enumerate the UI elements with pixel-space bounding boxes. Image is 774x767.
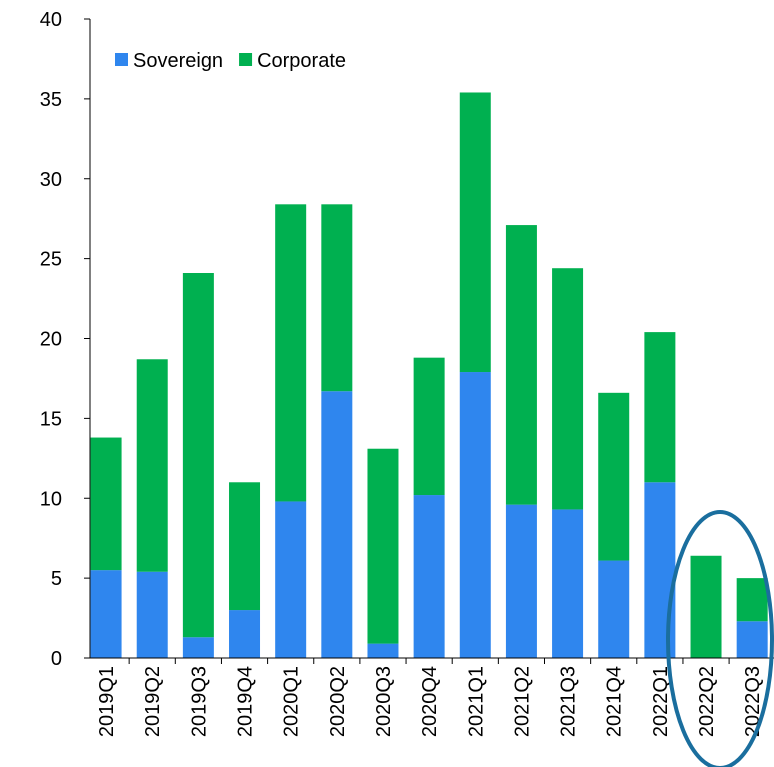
x-tick-label: 2019Q1 bbox=[96, 666, 118, 737]
bar-segment bbox=[136, 571, 168, 658]
y-tick-label: 30 bbox=[40, 169, 62, 191]
y-tick-label: 5 bbox=[51, 568, 62, 590]
legend-swatch bbox=[239, 53, 253, 66]
bar-segment bbox=[136, 359, 168, 572]
bar-segment bbox=[413, 357, 445, 496]
bar-segment bbox=[413, 495, 445, 658]
y-tick-label: 25 bbox=[40, 249, 62, 271]
bar-segment bbox=[90, 570, 122, 658]
x-tick-label: 2021Q2 bbox=[511, 666, 533, 737]
x-tick-label: 2022Q1 bbox=[650, 666, 672, 737]
bar-segment bbox=[552, 268, 584, 510]
bar-segment bbox=[690, 555, 722, 658]
x-tick-label: 2019Q4 bbox=[235, 666, 257, 737]
bar-segment bbox=[275, 501, 307, 658]
bar-segment bbox=[367, 643, 399, 658]
bar-segment bbox=[90, 437, 122, 571]
legend-label: Corporate bbox=[257, 50, 346, 72]
bar-segment bbox=[505, 504, 537, 658]
bar-segment bbox=[321, 391, 353, 658]
bar-segment bbox=[598, 560, 630, 658]
highlight-circle bbox=[666, 510, 774, 767]
x-tick-label: 2020Q1 bbox=[281, 666, 303, 737]
x-tick-label: 2021Q1 bbox=[465, 666, 487, 737]
bar-segment bbox=[459, 92, 491, 373]
x-tick-label: 2020Q3 bbox=[373, 666, 395, 737]
x-tick-label: 2019Q2 bbox=[142, 666, 164, 737]
x-tick-label: 2021Q4 bbox=[604, 666, 626, 737]
bar-segment bbox=[736, 621, 768, 658]
bar-segment bbox=[644, 332, 676, 483]
bar-segment bbox=[552, 509, 584, 658]
y-tick-label: 10 bbox=[40, 488, 62, 510]
bar-segment bbox=[367, 448, 399, 644]
y-tick-label: 15 bbox=[40, 408, 62, 430]
bar-segment bbox=[598, 392, 630, 561]
bar-segment bbox=[736, 578, 768, 622]
bar-segment bbox=[182, 637, 214, 658]
bar-segment bbox=[229, 610, 261, 658]
x-tick-label: 2021Q3 bbox=[558, 666, 580, 737]
legend-swatch bbox=[115, 53, 128, 66]
x-tick-label: 2020Q2 bbox=[327, 666, 349, 737]
bar-segment bbox=[505, 225, 537, 505]
legend-label: Sovereign bbox=[133, 50, 223, 72]
x-tick-label: 2020Q4 bbox=[419, 666, 441, 737]
bar-segment bbox=[321, 204, 353, 392]
bar-segment bbox=[229, 482, 261, 611]
y-tick-label: 0 bbox=[51, 648, 62, 670]
y-tick-label: 35 bbox=[40, 89, 62, 111]
x-tick-label: 2022Q2 bbox=[696, 666, 718, 737]
bar-segment bbox=[459, 372, 491, 658]
bar-segment bbox=[275, 204, 307, 502]
y-tick-label: 20 bbox=[40, 329, 62, 351]
x-tick-label: 2019Q3 bbox=[188, 666, 210, 737]
y-tick-label: 40 bbox=[40, 9, 62, 31]
x-tick-label: 2022Q3 bbox=[742, 666, 764, 737]
bar-segment bbox=[182, 273, 214, 638]
bar-segment bbox=[644, 482, 676, 658]
